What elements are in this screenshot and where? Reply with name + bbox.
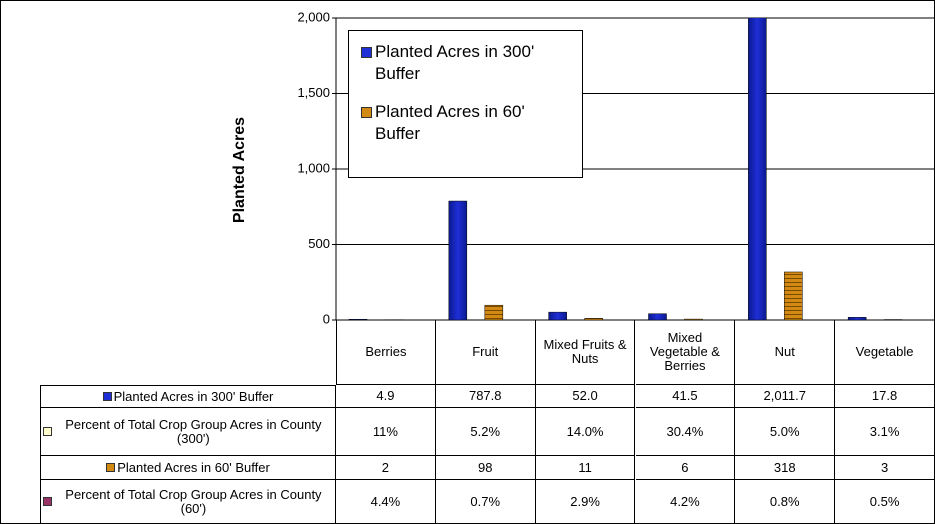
bar	[484, 304, 504, 320]
series-label: Planted Acres in 300' Buffer	[40, 385, 336, 408]
table-value: 0.7%	[435, 480, 536, 524]
table-value: 2	[336, 456, 436, 480]
category-label: Fruit	[435, 320, 536, 385]
series-name: Percent of Total Crop Group Acres in Cou…	[65, 416, 322, 446]
table-value: 3.1%	[835, 408, 935, 456]
y-tick-label: 500	[308, 236, 330, 251]
series-label: Percent of Total Crop Group Acres in Cou…	[40, 480, 336, 524]
bar	[684, 318, 703, 320]
legend-entry: Planted Acres in 300' Buffer	[361, 41, 574, 85]
table-value: 41.5	[635, 385, 736, 408]
table-value: 0.8%	[735, 480, 836, 524]
legend-swatch	[43, 427, 52, 436]
table-value: 4.4%	[336, 480, 436, 524]
table-value: 5.2%	[435, 408, 536, 456]
table-value: 17.8	[835, 385, 935, 408]
series-name: Percent of Total Crop Group Acres in Cou…	[65, 486, 322, 516]
category-label: Mixed Vegetable & Berries	[635, 320, 736, 385]
bar	[448, 200, 468, 320]
legend-swatch	[361, 107, 372, 118]
category-label: Vegetable	[835, 320, 935, 385]
legend-swatch	[43, 497, 52, 506]
bar	[648, 313, 667, 320]
table-value: 4.9	[336, 385, 436, 408]
bar	[847, 317, 867, 320]
category-label: Berries	[336, 320, 436, 385]
table-value: 14.0%	[535, 408, 636, 456]
legend-swatch	[106, 463, 116, 472]
table-value: 3	[835, 456, 935, 480]
category-label: Mixed Fruits & Nuts	[535, 320, 636, 385]
table-value: 30.4%	[635, 408, 736, 456]
legend: Planted Acres in 300' Buffer Planted Acre…	[348, 30, 583, 178]
bar	[548, 311, 567, 320]
table-value: 11%	[336, 408, 436, 456]
series-name: Planted Acres in 60' Buffer	[117, 459, 270, 475]
bar	[748, 18, 767, 320]
table-value: 2.9%	[535, 480, 636, 524]
table-value: 5.0%	[735, 408, 836, 456]
table-value: 52.0	[535, 385, 636, 408]
y-axis-label: Planted Acres	[231, 117, 248, 223]
legend-swatch	[102, 392, 112, 401]
bar	[784, 271, 803, 320]
table-value: 6	[635, 456, 736, 480]
legend-entry: Planted Acres in 60' Buffer	[361, 101, 574, 145]
table-value: 11	[535, 456, 636, 480]
table-value: 787.8	[435, 385, 536, 408]
legend-label: Planted Acres in 300' Buffer	[375, 42, 535, 83]
y-tick-label: 2,000	[297, 9, 330, 24]
category-label: Nut	[735, 320, 836, 385]
table-value: 98	[435, 456, 536, 480]
series-name: Planted Acres in 300' Buffer	[113, 388, 274, 404]
bar	[348, 319, 368, 320]
table-value: 0.5%	[835, 480, 935, 524]
bar	[584, 318, 603, 320]
series-label: Planted Acres in 60' Buffer	[40, 456, 336, 480]
y-tick-label: 0	[323, 311, 330, 326]
table-value: 4.2%	[635, 480, 736, 524]
table-value: 2,011.7	[735, 385, 836, 408]
legend-label: Planted Acres in 60' Buffer	[375, 102, 525, 143]
series-label: Percent of Total Crop Group Acres in Cou…	[40, 408, 336, 456]
table-value: 318	[735, 456, 836, 480]
y-tick-label: 1,500	[297, 85, 330, 100]
y-tick-label: 1,000	[297, 160, 330, 175]
legend-swatch	[361, 47, 372, 58]
